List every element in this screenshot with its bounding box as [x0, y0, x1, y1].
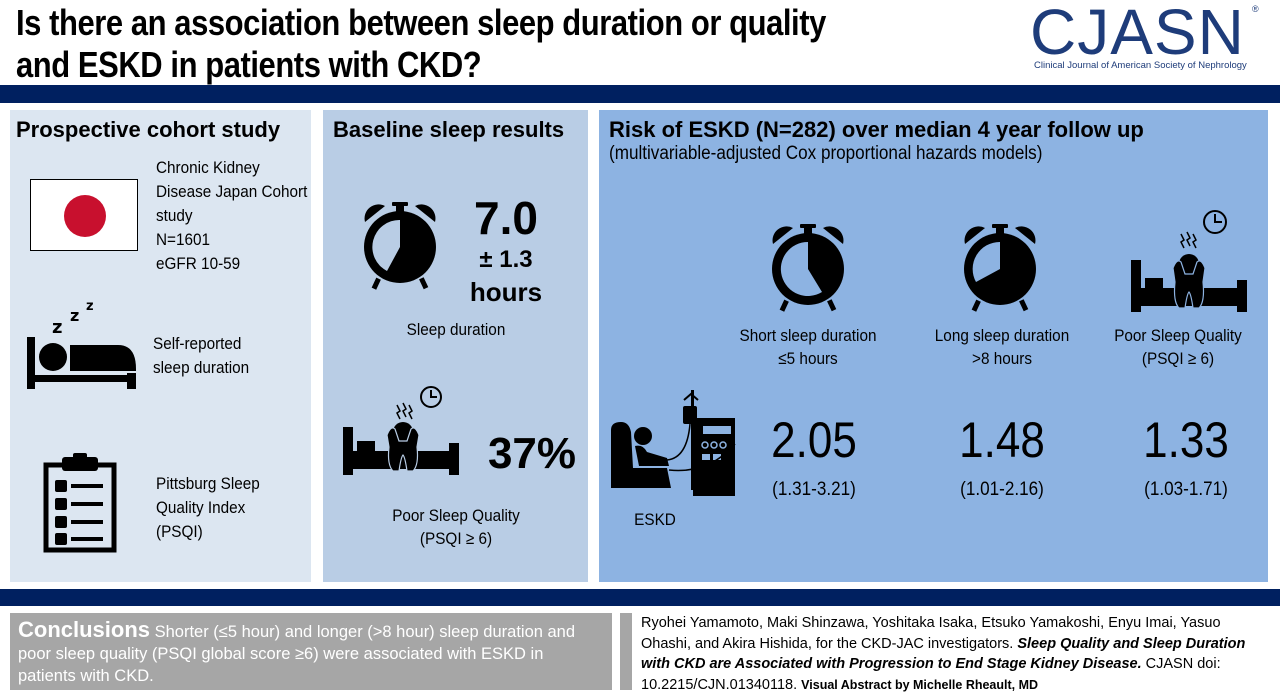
conclusion-text: Conclusions Shorter (≤5 hour) and longer… — [18, 619, 604, 687]
poor-sleep-person-icon — [1131, 210, 1247, 312]
label-line: >8 hours — [972, 349, 1032, 368]
label-line: Long sleep duration — [934, 326, 1070, 345]
dialysis-patient-icon — [611, 390, 736, 496]
poor-quality-hazard-ratio: 1.33 — [1143, 412, 1229, 468]
short-sleep-confidence-interval: (1.31-3.21) — [772, 479, 856, 500]
conclusion-body: Shorter (≤5 hour) and longer (>8 hour) s… — [18, 623, 576, 685]
cohort-sample-size: N=1601 — [156, 230, 211, 249]
page-title: Is there an association between sleep du… — [16, 2, 876, 86]
title-line-2: and ESKD in patients with CKD? — [16, 44, 482, 85]
sleep-duration-method: Self-reported sleep duration — [153, 332, 249, 380]
logo-subtitle: Clinical Journal of American Society of … — [1034, 60, 1247, 71]
method-line: (PSQI) — [156, 522, 203, 541]
alarm-clock-long-icon — [964, 224, 1036, 312]
label-line: Poor Sleep Quality — [1114, 326, 1242, 345]
top-divider-band — [0, 85, 1280, 103]
cohort-description: Chronic Kidney Disease Japan Cohort stud… — [156, 156, 307, 276]
method-line: Pittsburg Sleep — [156, 474, 260, 493]
citation-authors: Ryohei Yamamoto, Maki Shinzawa, Yoshitak… — [641, 615, 1221, 652]
sleeping-bed-icon: z z z — [27, 299, 136, 389]
eskd-risk-subheading: (multivariable-adjusted Cox proportional… — [609, 143, 1043, 164]
short-sleep-hazard-ratio: 2.05 — [771, 412, 857, 468]
bottom-divider-band — [0, 589, 1280, 606]
method-line: Quality Index — [156, 498, 246, 517]
cohort-line: Chronic Kidney — [156, 158, 260, 177]
alarm-clock-icon — [364, 202, 436, 290]
reference-accent-bar — [620, 613, 632, 690]
logo-registered-mark: ® — [1252, 4, 1259, 14]
baseline-results-heading: Baseline sleep results — [333, 117, 565, 142]
label-line: Poor Sleep Quality — [392, 506, 520, 525]
sleep-duration-sd: ± 1.3 — [479, 246, 533, 273]
cohort-line: Disease Japan Cohort — [156, 182, 308, 201]
baseline-results-panel: Baseline sleep results 7.0 ± 1.3 hours S… — [323, 110, 588, 582]
psqi-method: Pittsburg Sleep Quality Index (PSQI) — [156, 472, 260, 544]
logo-wordmark: CJASN — [1030, 0, 1245, 68]
poor-quality-label: Poor Sleep Quality (PSQI ≥ 6) — [1102, 324, 1255, 370]
svg-text:z: z — [86, 299, 94, 314]
poor-quality-confidence-interval: (1.03-1.71) — [1144, 479, 1228, 500]
cohort-line: study — [156, 206, 193, 225]
method-line: sleep duration — [153, 358, 250, 377]
label-line: Short sleep duration — [739, 326, 877, 345]
cjasn-logo: CJASN ® Clinical Journal of American Soc… — [1030, 0, 1265, 80]
poor-sleep-quality-percent: 37% — [487, 429, 577, 478]
clipboard-checklist-icon — [43, 453, 117, 553]
visual-abstract-credit: Visual Abstract by Michelle Rheault, MD — [801, 677, 1039, 692]
eskd-outcome-label: ESKD — [634, 510, 676, 529]
sleep-duration-mean: 7.0 — [474, 192, 538, 244]
eskd-risk-panel: Risk of ESKD (N=282) over median 4 year … — [599, 110, 1268, 582]
citation-doi: CJASN doi: 10.2215/CJN.01340118. — [641, 656, 1221, 693]
poor-sleep-quality-label: Poor Sleep Quality (PSQI ≥ 6) — [371, 504, 542, 550]
label-line: ≤5 hours — [778, 349, 838, 368]
svg-text:z: z — [52, 317, 62, 338]
svg-text:z: z — [70, 306, 79, 325]
conclusion-box: Conclusions Shorter (≤5 hour) and longer… — [10, 613, 612, 690]
citation: Ryohei Yamamoto, Maki Shinzawa, Yoshitak… — [641, 613, 1271, 695]
japan-flag-icon — [30, 179, 138, 251]
study-design-heading: Prospective cohort study — [16, 117, 281, 142]
short-sleep-label: Short sleep duration ≤5 hours — [732, 324, 885, 370]
cohort-egfr-range: eGFR 10-59 — [156, 254, 241, 273]
label-line: (PSQI ≥ 6) — [419, 529, 493, 548]
method-line: Self-reported — [153, 334, 242, 353]
label-line: (PSQI ≥ 6) — [1141, 349, 1215, 368]
long-sleep-confidence-interval: (1.01-2.16) — [960, 479, 1044, 500]
sleep-duration-label: Sleep duration — [406, 320, 506, 339]
long-sleep-hazard-ratio: 1.48 — [959, 412, 1045, 468]
sleep-duration-unit: hours — [469, 277, 543, 307]
alarm-clock-short-icon — [772, 224, 844, 312]
conclusion-heading: Conclusions — [18, 617, 151, 642]
eskd-risk-heading: Risk of ESKD (N=282) over median 4 year … — [609, 117, 1144, 142]
citation-title: Sleep Quality and Sleep Duration with CK… — [641, 635, 1246, 673]
long-sleep-label: Long sleep duration >8 hours — [926, 324, 1079, 370]
study-design-panel: Prospective cohort study Chronic Kidney … — [10, 110, 311, 582]
poor-sleep-person-icon — [343, 386, 459, 475]
title-line-1: Is there an association between sleep du… — [16, 2, 826, 43]
